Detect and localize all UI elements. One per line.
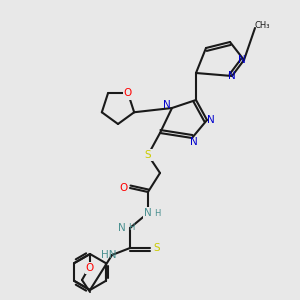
Text: S: S xyxy=(154,243,160,253)
Text: H: H xyxy=(154,208,160,217)
Text: N: N xyxy=(228,71,236,81)
Text: N: N xyxy=(144,208,152,218)
Text: N: N xyxy=(163,100,171,110)
Text: S: S xyxy=(145,150,151,160)
Text: O: O xyxy=(86,263,94,273)
Text: CH₃: CH₃ xyxy=(254,22,270,31)
Text: N: N xyxy=(118,223,126,233)
Text: HN: HN xyxy=(101,250,117,260)
Text: N: N xyxy=(190,137,198,147)
Text: O: O xyxy=(124,88,132,98)
Text: N: N xyxy=(207,115,215,125)
Text: H: H xyxy=(128,224,134,232)
Text: N: N xyxy=(238,55,246,65)
Text: O: O xyxy=(119,183,127,193)
